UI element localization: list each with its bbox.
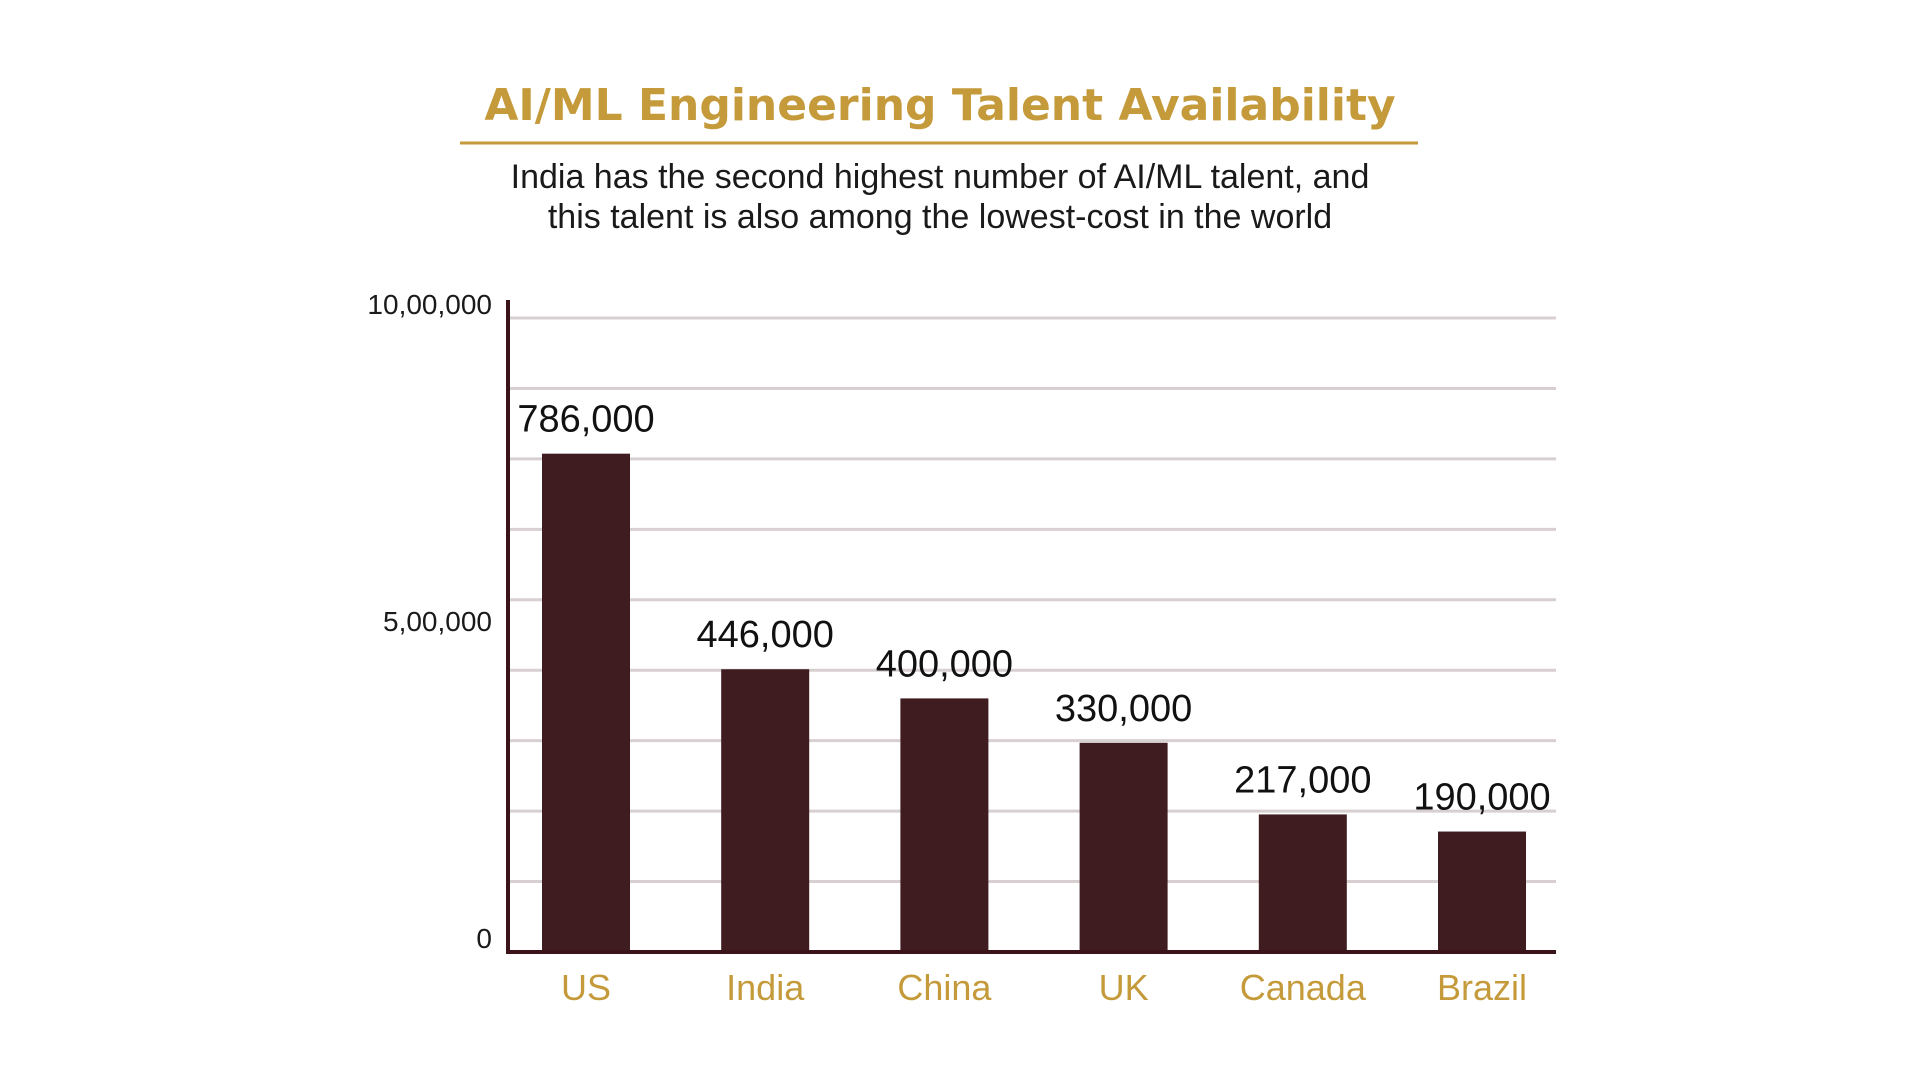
chart-subtitle-line-1: India has the second highest number of A… bbox=[511, 158, 1370, 196]
value-label-china: 400,000 bbox=[876, 643, 1013, 685]
y-tick-label: 5,00,000 bbox=[383, 606, 492, 637]
category-label-us: US bbox=[561, 967, 611, 1008]
value-label-canada: 217,000 bbox=[1234, 759, 1371, 801]
category-label-india: India bbox=[726, 967, 805, 1008]
bar-canada bbox=[1258, 814, 1347, 952]
value-label-uk: 330,000 bbox=[1055, 688, 1192, 730]
category-label-uk: UK bbox=[1099, 967, 1149, 1008]
value-labels: 786,000 446,000 400,000 330,000 217,000 190,0… bbox=[517, 399, 1550, 819]
category-labels: US India China UK Canada Brazil bbox=[561, 967, 1527, 1008]
bar-brazil bbox=[1438, 831, 1526, 952]
bar-china bbox=[900, 698, 989, 952]
chart-subtitle-line-2: this talent is also among the lowest-cos… bbox=[548, 198, 1332, 236]
bars bbox=[542, 453, 1526, 952]
y-tick-label: 0 bbox=[476, 923, 492, 954]
gridlines bbox=[508, 316, 1556, 884]
bar-us bbox=[542, 453, 630, 952]
category-label-china: China bbox=[897, 967, 992, 1008]
y-tick-label: 10,00,000 bbox=[367, 289, 492, 320]
value-label-brazil: 190,000 bbox=[1413, 777, 1550, 819]
chart-title: AI/ML Engineering Talent Availability bbox=[484, 80, 1395, 131]
category-label-canada: Canada bbox=[1240, 967, 1367, 1008]
category-label-brazil: Brazil bbox=[1437, 967, 1527, 1008]
bar-india bbox=[721, 669, 810, 952]
value-label-india: 446,000 bbox=[697, 614, 834, 656]
value-label-us: 786,000 bbox=[517, 399, 654, 441]
y-axis-ticks: 0 5,00,000 10,00,000 bbox=[367, 289, 492, 954]
bar-uk bbox=[1079, 742, 1168, 952]
